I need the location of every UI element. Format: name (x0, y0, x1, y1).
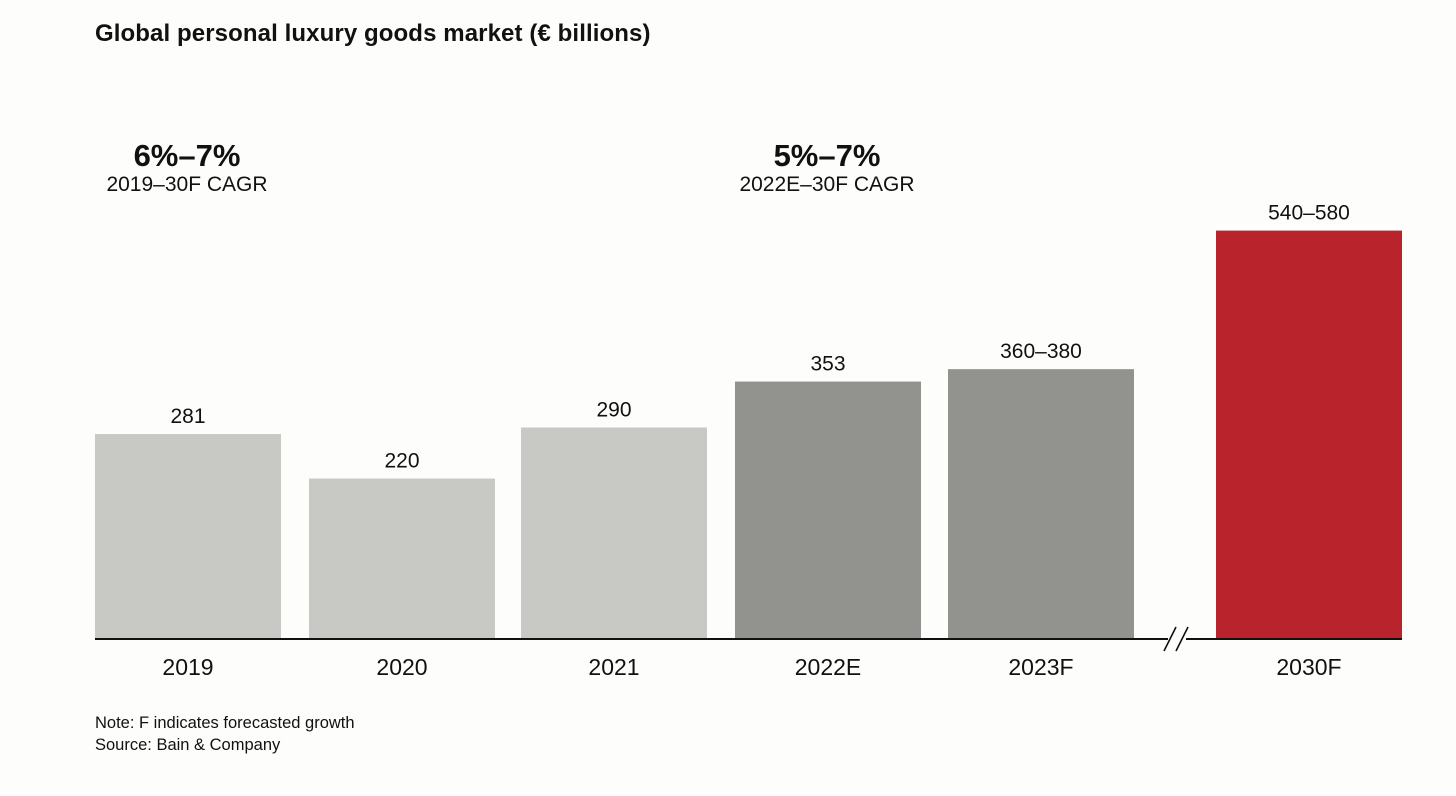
x-tick-label-2020: 2020 (376, 654, 427, 680)
cagr-annotation-2022-30: 5%–7% 2022E–30F CAGR (697, 139, 957, 197)
cagr-value: 5%–7% (773, 138, 881, 173)
value-label-2020: 220 (384, 450, 419, 473)
axis-break-slash (1175, 626, 1189, 652)
source-note: Source: Bain & Company (95, 736, 281, 754)
axis-break-slash (1163, 626, 1177, 652)
x-tick-label-2030f: 2030F (1276, 654, 1341, 680)
bar-2020 (309, 478, 495, 639)
bar-2021 (521, 427, 707, 639)
x-tick-label-2022e: 2022E (795, 654, 862, 680)
axis-break-gap (1168, 635, 1186, 643)
bar-2030f (1216, 230, 1402, 639)
cagr-value: 6%–7% (133, 138, 241, 173)
bar-2022e (735, 381, 921, 639)
value-label-2023f: 360–380 (1000, 340, 1082, 363)
value-label-2019: 281 (170, 405, 205, 428)
bar-2023f (948, 369, 1134, 639)
chart-title: Global personal luxury goods market (€ b… (95, 20, 651, 47)
cagr-label: 2019–30F CAGR (106, 173, 268, 196)
bar-2019 (95, 434, 281, 639)
x-tick-label-2021: 2021 (588, 654, 639, 680)
value-label-2021: 290 (596, 399, 631, 422)
x-tick-label-2019: 2019 (162, 654, 213, 680)
cagr-annotation-2019-30: 6%–7% 2019–30F CAGR (57, 139, 317, 197)
value-label-2030f: 540–580 (1268, 202, 1350, 225)
cagr-label: 2022E–30F CAGR (739, 173, 915, 196)
x-tick-label-2023f: 2023F (1008, 654, 1073, 680)
value-label-2022e: 353 (810, 353, 845, 376)
footnote: Note: F indicates forecasted growth (95, 714, 355, 732)
